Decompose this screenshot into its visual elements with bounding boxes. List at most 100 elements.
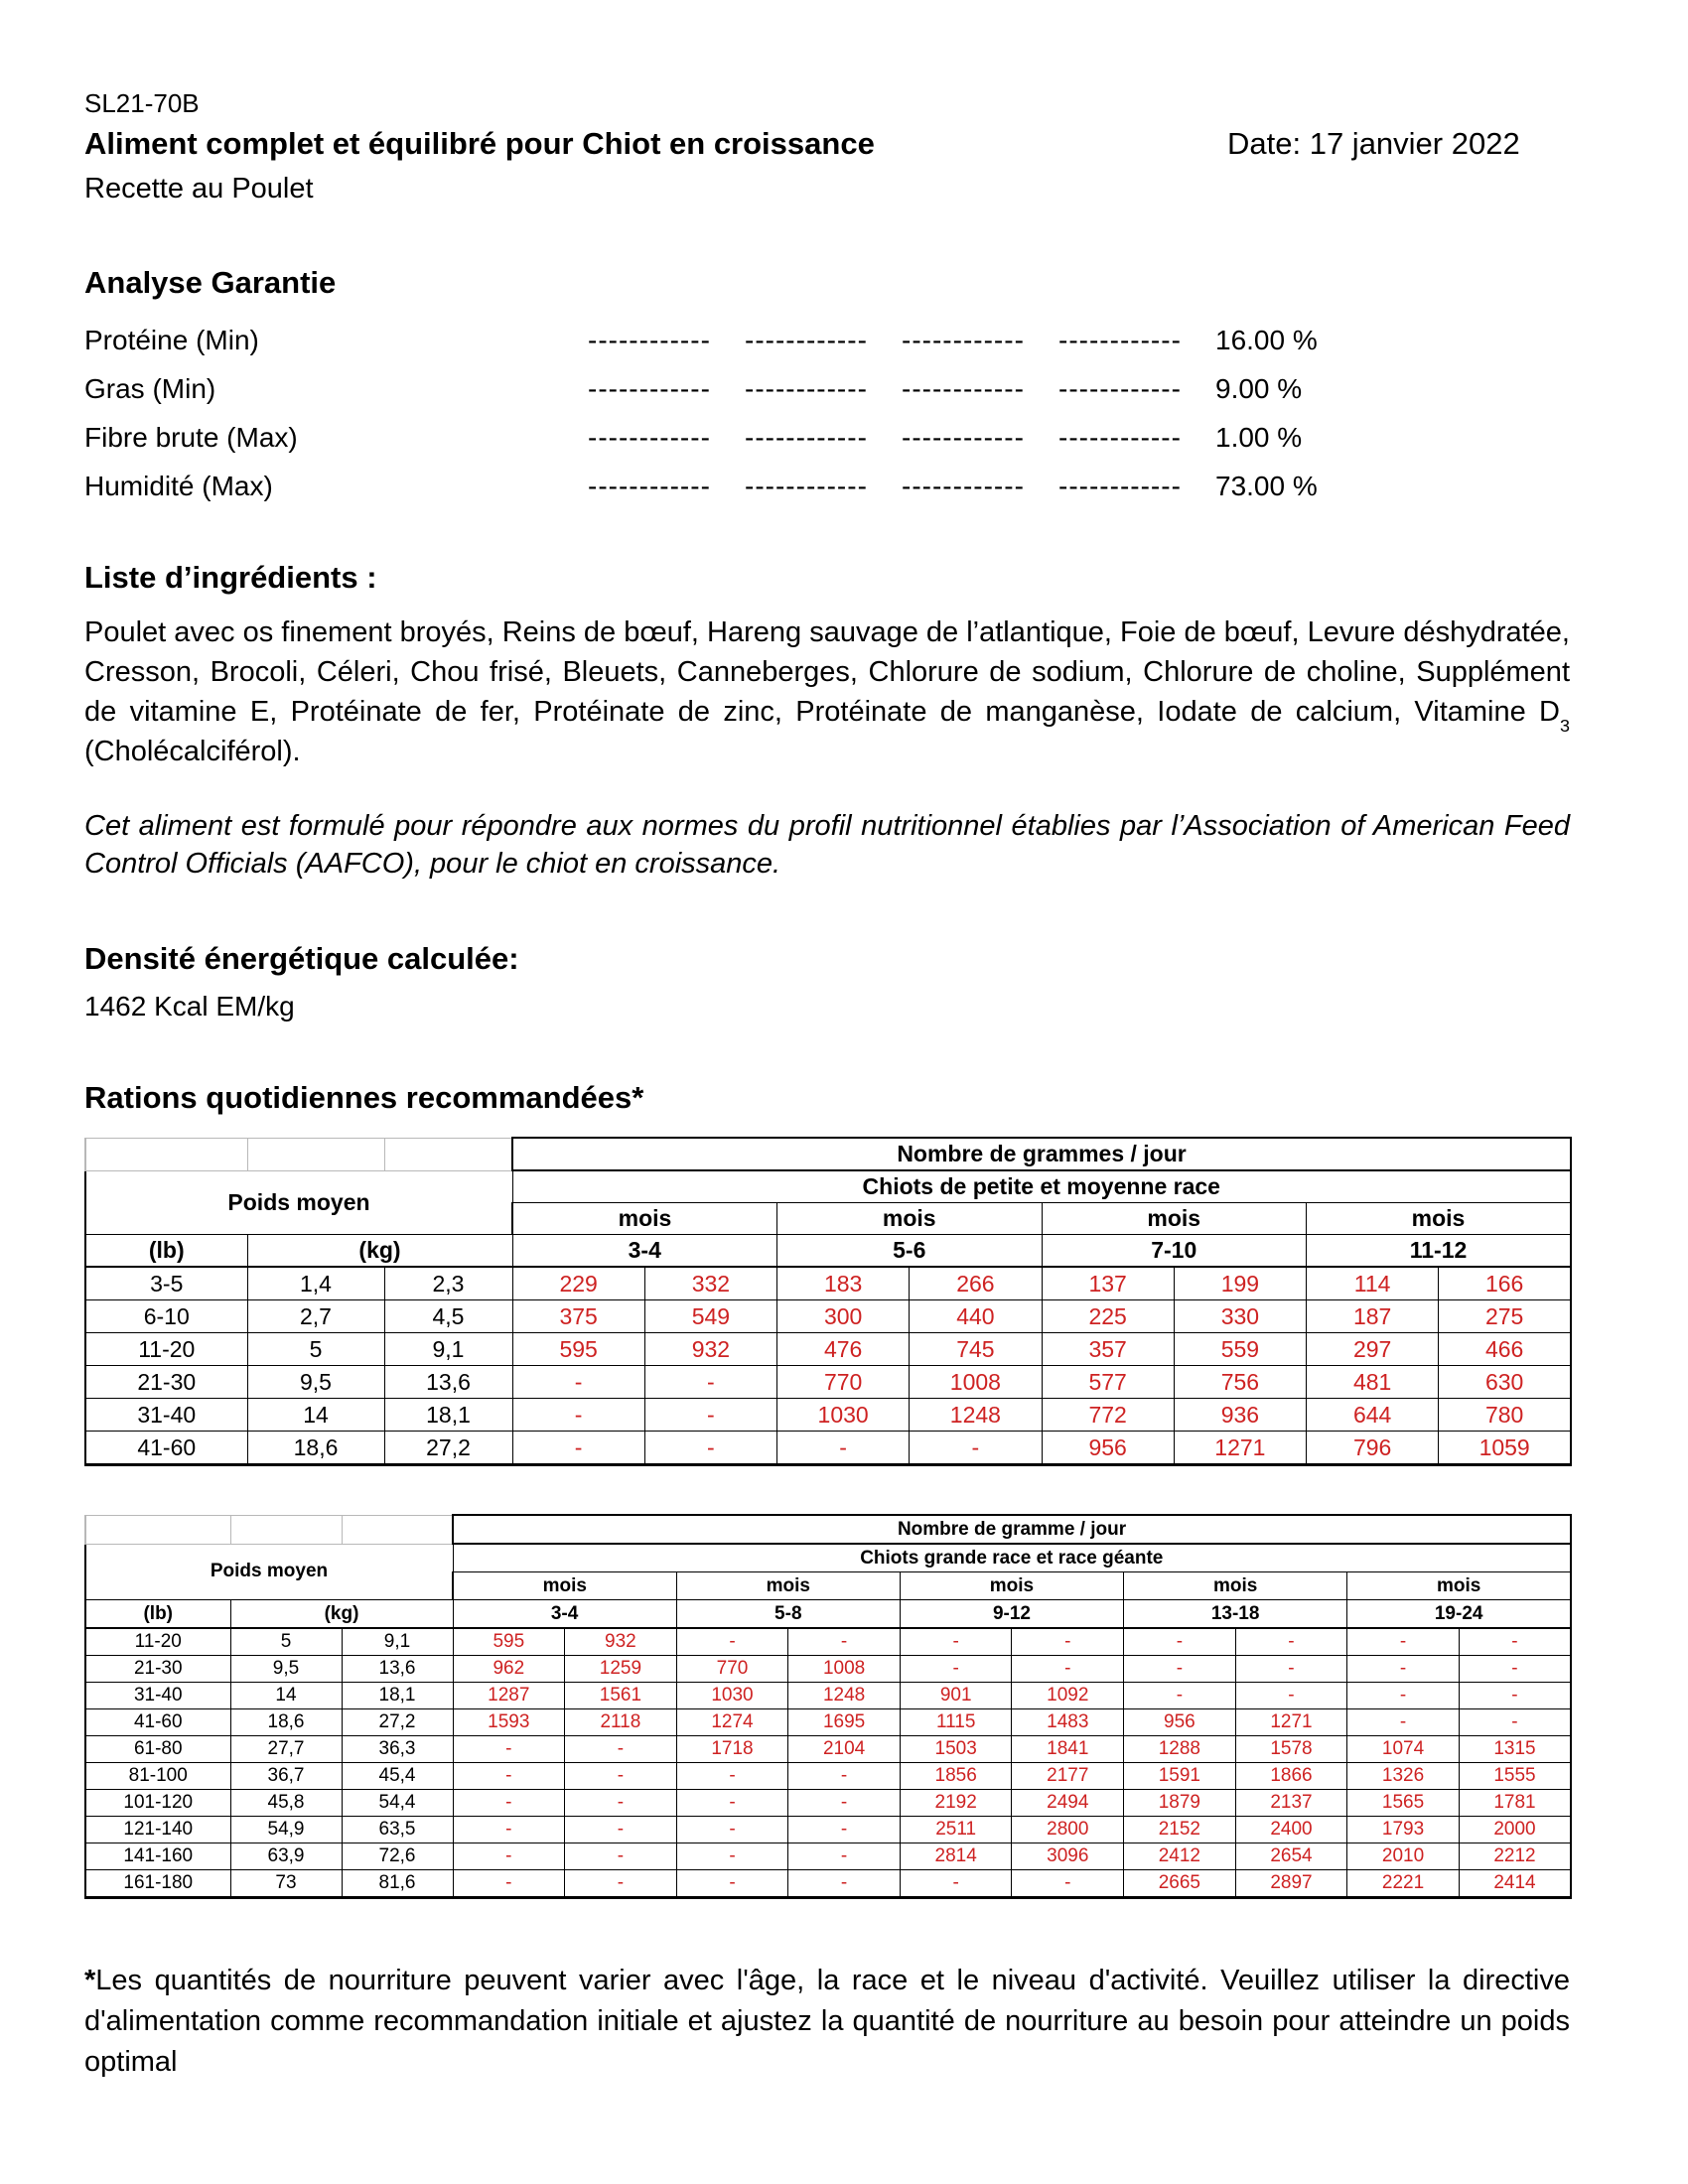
ration-value-cell: 1271 xyxy=(1173,1431,1308,1466)
weight-kg-max-cell: 36,3 xyxy=(341,1735,454,1763)
ration-value-cell: - xyxy=(643,1398,778,1432)
energy-density-value: 1462 Kcal EM/kg xyxy=(84,991,295,1022)
weight-kg-max-cell: 63,5 xyxy=(341,1816,454,1843)
ration-value-cell: 1793 xyxy=(1346,1816,1460,1843)
weight-kg-min-cell: 14 xyxy=(246,1398,385,1432)
ration-value-cell: 796 xyxy=(1305,1431,1440,1466)
rations-heading: Rations quotidiennes recommandées* xyxy=(84,1080,644,1115)
ration-value-cell: - xyxy=(1234,1655,1348,1683)
weight-kg-min-cell: 14 xyxy=(229,1682,343,1709)
table-row: 3-5 1,4 2,3 229 332 183 266 137 199 114 166 xyxy=(84,1266,1573,1300)
weight-kg-min-cell: 18,6 xyxy=(246,1431,385,1466)
ration-value-cell: - xyxy=(452,1789,566,1817)
month-range-header: 19-24 xyxy=(1346,1599,1573,1629)
weight-lb-cell: 161-180 xyxy=(84,1869,231,1899)
ration-value-cell: 440 xyxy=(909,1299,1043,1333)
ration-value-cell: - xyxy=(1346,1627,1460,1656)
ration-value-cell: - xyxy=(1458,1627,1573,1656)
ration-value-cell: 932 xyxy=(564,1627,677,1656)
analysis-row: Humidité (Max) ------------ ------------ --… xyxy=(84,470,1570,503)
ration-value-cell: 2400 xyxy=(1234,1816,1348,1843)
ration-value-cell: 1008 xyxy=(787,1655,901,1683)
energy-density-heading: Densité énergétique calculée: xyxy=(84,941,519,976)
ration-value-cell: 1030 xyxy=(675,1682,789,1709)
ration-value-cell: - xyxy=(643,1431,778,1466)
dash-leader: ------------ xyxy=(588,373,711,404)
vitamin-d3-subscript: 3 xyxy=(1560,716,1570,737)
dash-leader: ------------ xyxy=(745,325,868,355)
ration-value-cell: 199 xyxy=(1173,1266,1308,1300)
ingredients-paragraph: Poulet avec os finement broyés, Reins de… xyxy=(84,613,1570,771)
analysis-row: Protéine (Min) ------------ ------------ --… xyxy=(84,324,1570,357)
guaranteed-analysis-heading: Analyse Garantie xyxy=(84,265,337,300)
small-medium-breed-ration-table: Nombre de grammes / jour Poids moyen Chiot… xyxy=(84,1137,1573,1466)
month-label: mois xyxy=(1346,1571,1573,1600)
month-range-header: 3-4 xyxy=(511,1234,777,1268)
analysis-label: Fibre brute (Max) xyxy=(84,422,298,453)
blank-cell xyxy=(84,1137,248,1171)
table-header-row: (lb) (kg) 3-4 5-8 9-12 13-18 19-24 xyxy=(84,1599,1573,1629)
ration-value-cell: 1288 xyxy=(1123,1735,1236,1763)
analysis-label: Protéine (Min) xyxy=(84,325,259,355)
weight-kg-min-cell: 1,4 xyxy=(246,1266,385,1300)
ration-value-cell: - xyxy=(787,1843,901,1870)
ration-value-cell: - xyxy=(775,1431,911,1466)
weight-kg-max-cell: 2,3 xyxy=(383,1266,513,1300)
aafco-statement: Cet aliment est formulé pour répondre au… xyxy=(84,810,1570,880)
ration-value-cell: - xyxy=(899,1869,1013,1899)
weight-kg-max-cell: 72,6 xyxy=(341,1843,454,1870)
month-range-header: 13-18 xyxy=(1123,1599,1348,1629)
weight-kg-min-cell: 5 xyxy=(229,1627,343,1656)
blank-cell xyxy=(246,1137,385,1171)
ration-value-cell: - xyxy=(675,1843,789,1870)
ration-value-cell: - xyxy=(1346,1708,1460,1736)
ration-value-cell: 2000 xyxy=(1458,1816,1573,1843)
ration-value-cell: 1565 xyxy=(1346,1789,1460,1817)
ration-value-cell: - xyxy=(675,1627,789,1656)
ration-value-cell: 1326 xyxy=(1346,1762,1460,1790)
table-row: 21-30 9,5 13,6- -770 1008 577 756 481 630 xyxy=(84,1365,1573,1399)
weight-kg-min-cell: 73 xyxy=(229,1869,343,1899)
ration-value-cell: 1074 xyxy=(1346,1735,1460,1763)
grams-per-day-header: Nombre de gramme / jour xyxy=(451,1514,1573,1545)
table-row: 121-140 54,9 63,5- - - -2511 2800 2152 2400 1793 2… xyxy=(84,1816,1573,1843)
weight-lb-cell: 3-5 xyxy=(84,1266,248,1300)
ration-value-cell: 476 xyxy=(775,1332,911,1366)
ration-value-cell: 2412 xyxy=(1123,1843,1236,1870)
analysis-label: Gras (Min) xyxy=(84,373,216,404)
ration-value-cell: 1856 xyxy=(899,1762,1013,1790)
ration-value-cell: 2494 xyxy=(1011,1789,1125,1817)
ration-value-cell: 644 xyxy=(1305,1398,1440,1432)
kg-unit-header: (kg) xyxy=(246,1234,513,1268)
table-header-row: Poids moyen Chiots grande race et race gé… xyxy=(84,1543,1573,1600)
ration-value-cell: 1248 xyxy=(909,1398,1043,1432)
average-weight-header: Poids moyen xyxy=(84,1543,454,1600)
ration-value-cell: 332 xyxy=(643,1266,778,1300)
guaranteed-analysis-rows: Protéine (Min) ------------ ------------ --… xyxy=(84,324,1570,503)
ration-value-cell: 1259 xyxy=(564,1655,677,1683)
ration-value-cell: - xyxy=(1011,1627,1125,1656)
table-header-row: mois mois mois mois xyxy=(85,1202,1573,1235)
analysis-value: 9.00 % xyxy=(1215,373,1303,404)
footnote-text: Les quantités de nourriture peuvent vari… xyxy=(84,1965,1570,2078)
ration-value-cell: 2414 xyxy=(1458,1869,1573,1899)
ration-value-cell: - xyxy=(787,1762,901,1790)
weight-kg-max-cell: 27,2 xyxy=(383,1431,513,1466)
blank-cell xyxy=(383,1137,513,1171)
weight-kg-max-cell: 13,6 xyxy=(341,1655,454,1683)
ration-value-cell: - xyxy=(1011,1869,1125,1899)
ration-value-cell: 549 xyxy=(643,1299,778,1333)
weight-lb-cell: 101-120 xyxy=(84,1789,231,1817)
ration-value-cell: 2800 xyxy=(1011,1816,1125,1843)
ration-value-cell: 375 xyxy=(511,1299,645,1333)
dash-leader: ------------ xyxy=(1058,422,1182,453)
ration-value-cell: - xyxy=(511,1365,645,1399)
table-header-row: (lb) (kg) 3-4 5-6 7-10 11-12 xyxy=(84,1234,1573,1268)
weight-kg-max-cell: 45,4 xyxy=(341,1762,454,1790)
month-range-header: 5-8 xyxy=(675,1599,901,1629)
analysis-row: Gras (Min) ------------ ------------ ------… xyxy=(84,372,1570,406)
month-range-header: 5-6 xyxy=(776,1234,1043,1268)
ration-value-cell: 770 xyxy=(675,1655,789,1683)
ration-value-cell: 137 xyxy=(1041,1266,1175,1300)
